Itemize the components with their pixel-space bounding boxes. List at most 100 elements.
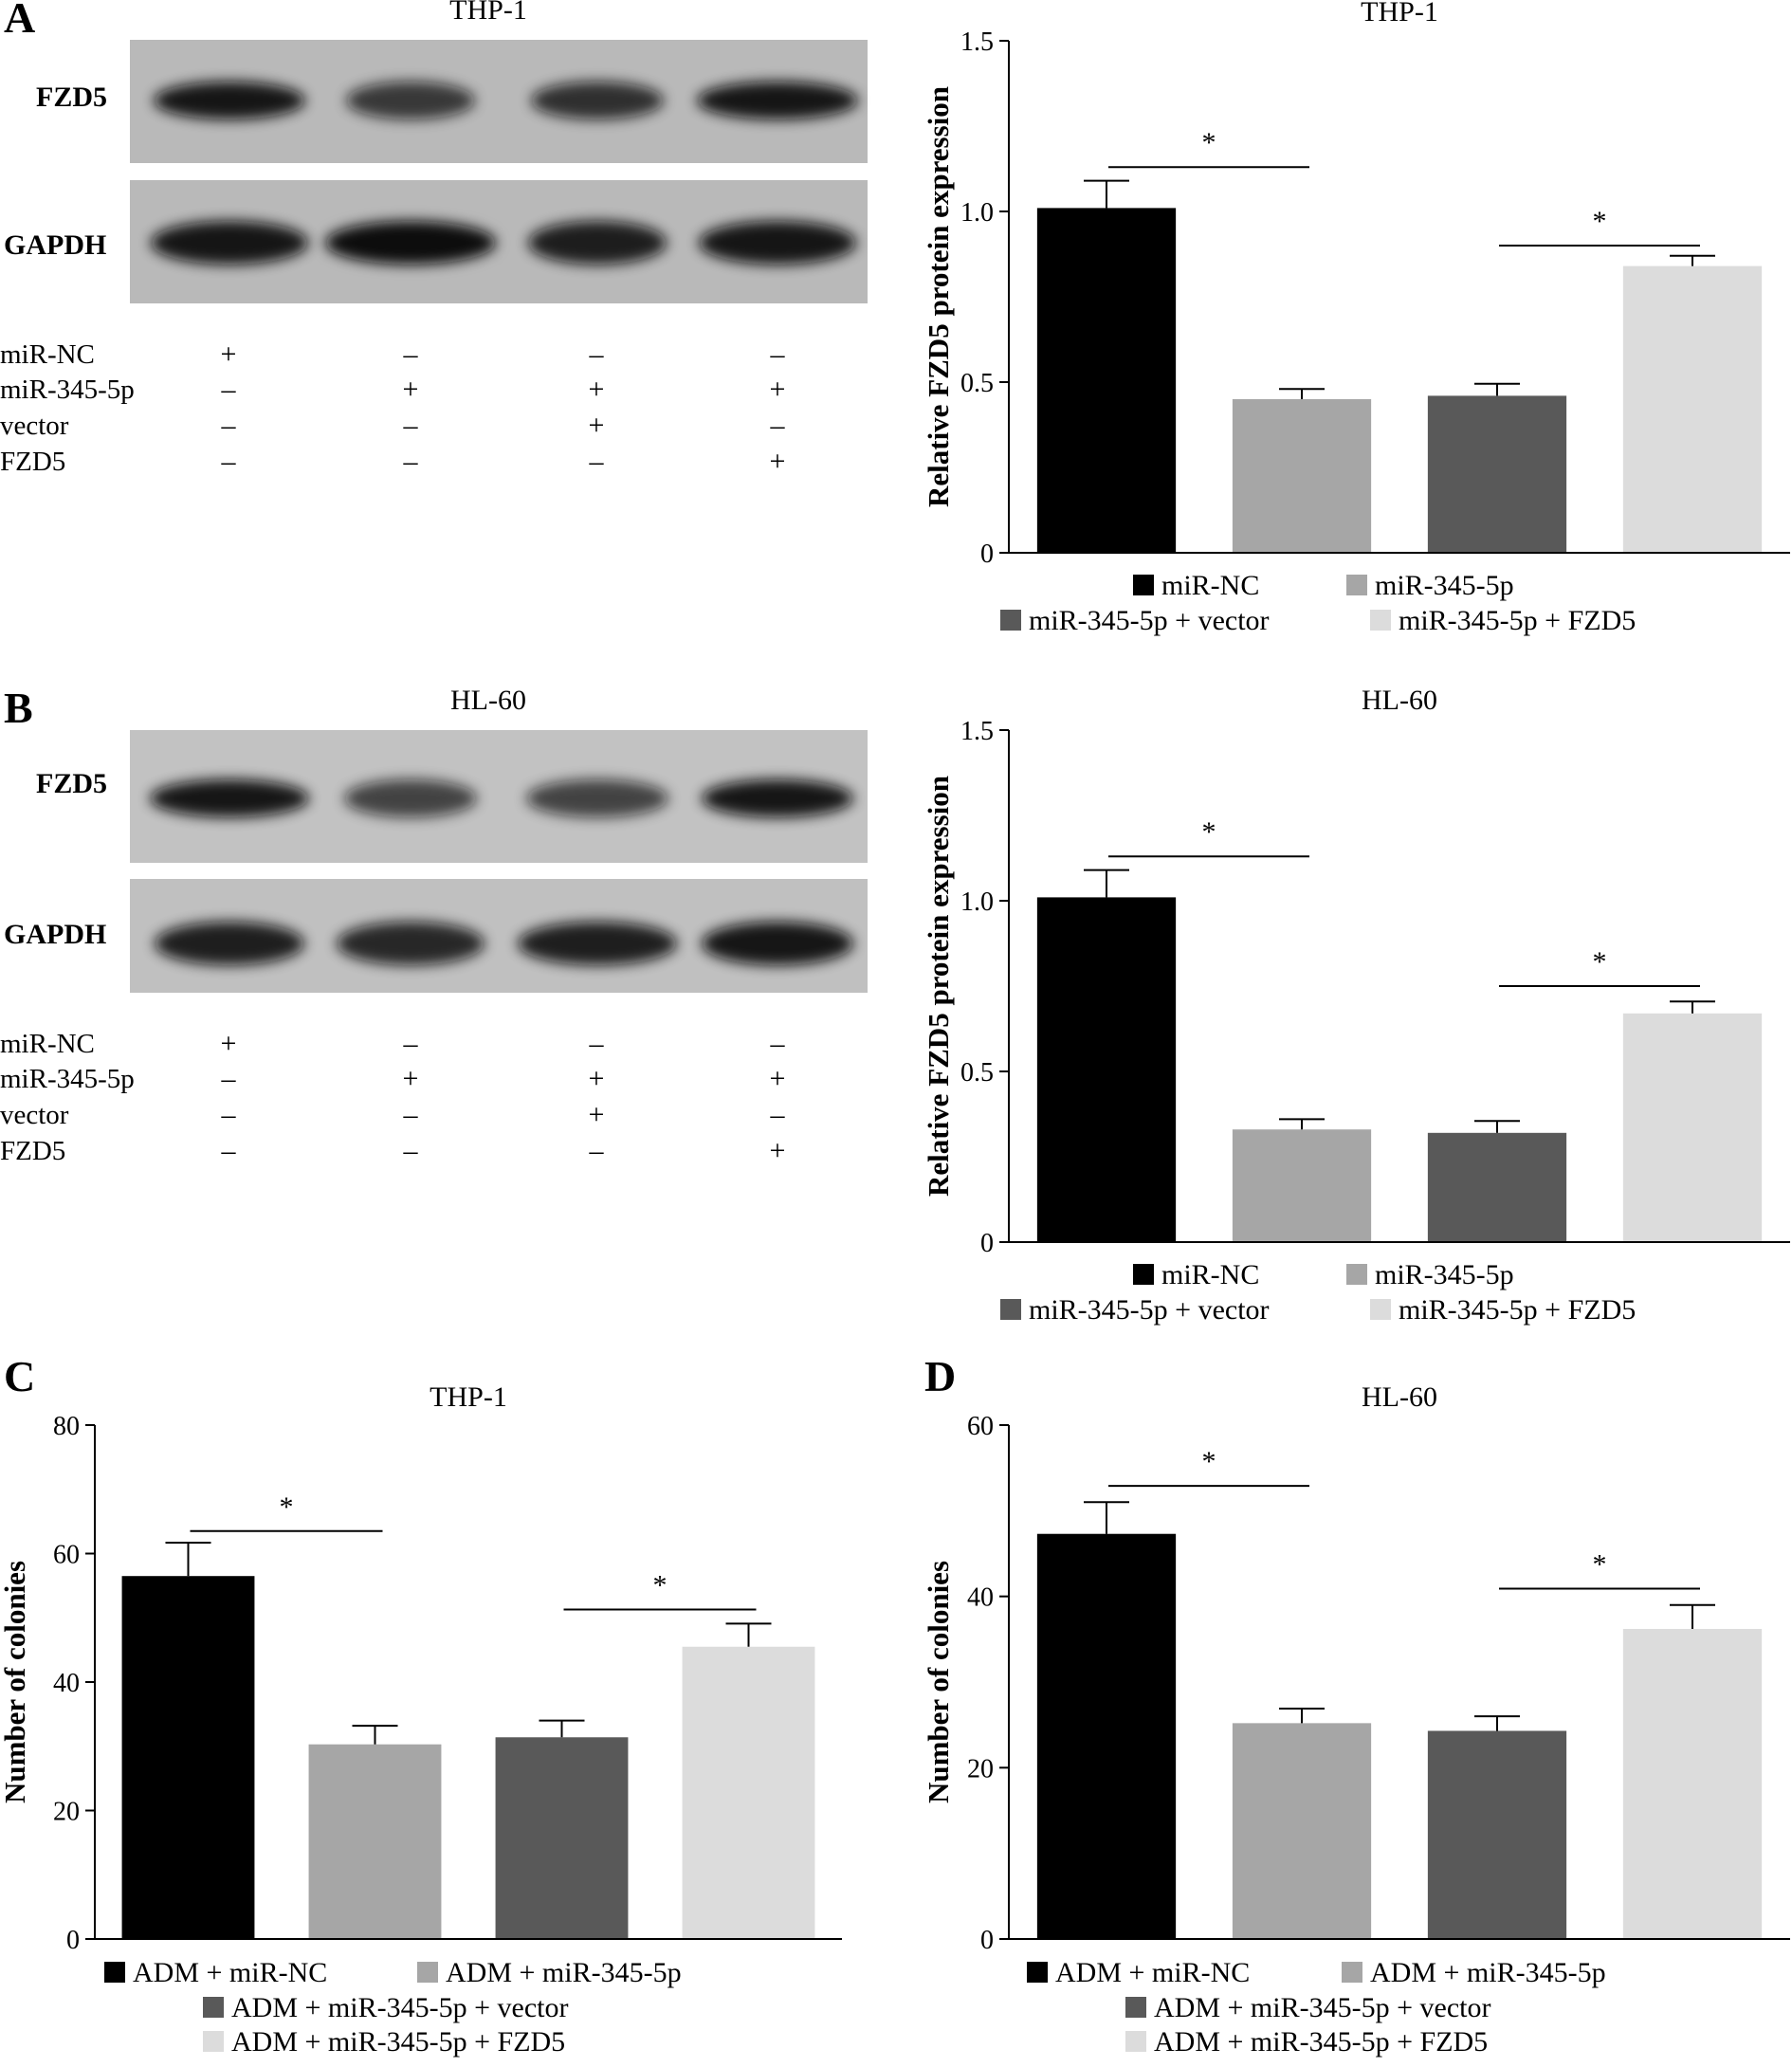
- band-fzd5: [346, 82, 475, 119]
- legend-swatch: [1125, 2031, 1146, 2052]
- legend-swatch: [1346, 1264, 1367, 1285]
- y-tick-label: 80: [53, 1412, 80, 1441]
- sign-cell: +: [770, 1135, 786, 1166]
- legend-swatch: [1000, 610, 1021, 631]
- chart-title: THP-1: [1361, 0, 1438, 27]
- legend-swatch: [1000, 1299, 1021, 1320]
- bar: [1232, 1723, 1372, 1939]
- sign-cell: +: [589, 410, 605, 441]
- band-label-gapdh: GAPDH: [4, 229, 106, 261]
- y-tick-label: 0: [66, 1926, 80, 1955]
- panel-letter-c: C: [4, 1352, 35, 1400]
- bar-chart-b-hl60: HL-60 Relative FZD5 protein expression 0 0.…: [922, 685, 1790, 1326]
- sign-cell: –: [403, 1135, 419, 1166]
- bar: [308, 1744, 442, 1939]
- legend-label: ADM + miR-NC: [133, 1957, 327, 1988]
- sign-cell: –: [770, 1099, 786, 1130]
- row-label-mir-nc: miR-NC: [0, 339, 95, 370]
- y-axis-label: Relative FZD5 protein expression: [922, 776, 955, 1197]
- bar: [1622, 265, 1763, 553]
- band-gapdh: [325, 221, 496, 265]
- y-tick-label: 1.0: [960, 198, 994, 228]
- legend-swatch: [1133, 1264, 1154, 1285]
- bar: [1232, 399, 1372, 553]
- y-tick-label: 60: [967, 1412, 994, 1441]
- sign-cell: +: [589, 374, 605, 405]
- y-axis-label: Number of colonies: [0, 1561, 31, 1803]
- legend-label: miR-345-5p + vector: [1029, 605, 1270, 636]
- band-gapdh: [155, 922, 304, 965]
- y-tick-label: 1.5: [960, 27, 994, 57]
- y-tick-label: 0.5: [960, 369, 994, 398]
- sign-cell: –: [589, 446, 605, 477]
- row-label-fzd5: FZD5: [0, 447, 65, 477]
- blot-title: THP-1: [449, 0, 527, 26]
- significance-star: *: [1593, 206, 1607, 237]
- y-tick-label: 20: [967, 1754, 994, 1783]
- band-gapdh: [337, 922, 485, 965]
- band-fzd5: [702, 779, 853, 817]
- legend-label: miR-345-5p: [1375, 570, 1514, 601]
- legend-swatch: [1342, 1962, 1362, 1983]
- legend-label: miR-NC: [1161, 570, 1259, 601]
- western-blot-thp1: THP-1 FZD5 GAPDH miR-NC miR-345-5p vecto…: [0, 0, 868, 477]
- bar: [1427, 1132, 1567, 1242]
- sign-cell: –: [403, 446, 419, 477]
- panel-letter-d: D: [924, 1352, 956, 1400]
- sign-cell: +: [221, 338, 237, 370]
- sign-cell: –: [403, 338, 419, 370]
- chart-title: HL-60: [1362, 685, 1437, 716]
- significance-star: *: [1593, 946, 1607, 978]
- legend-label: ADM + miR-345-5p + vector: [1154, 1992, 1490, 2023]
- band-fzd5: [150, 779, 309, 817]
- legend-label: miR-345-5p + FZD5: [1399, 1294, 1636, 1326]
- y-tick-label: 40: [53, 1669, 80, 1698]
- band-gapdh: [699, 221, 856, 265]
- legend-swatch: [1133, 575, 1154, 595]
- bar: [495, 1737, 629, 1939]
- bar-chart-c-thp1: THP-1 Number of colonies 0 20 40 60 80 * * ADM + …: [0, 1381, 842, 2058]
- y-tick-label: 0: [980, 1229, 994, 1258]
- band-fzd5: [154, 82, 305, 119]
- sign-cell: –: [403, 1099, 419, 1130]
- legend-swatch: [1370, 610, 1391, 631]
- bar: [1036, 1533, 1177, 1939]
- significance-star: *: [1593, 1549, 1607, 1581]
- sign-cell: +: [589, 1063, 605, 1094]
- sign-cell: –: [221, 446, 237, 477]
- band-fzd5: [531, 82, 664, 119]
- sign-cell: –: [221, 374, 237, 405]
- y-axis-label: Number of colonies: [922, 1561, 955, 1803]
- western-blot-hl60: HL-60 FZD5 GAPDH miR-NC miR-345-5p vecto…: [0, 685, 868, 1166]
- row-label-mir-nc: miR-NC: [0, 1029, 95, 1059]
- legend-label: ADM + miR-345-5p + FZD5: [1154, 2026, 1488, 2058]
- y-axis-label: Relative FZD5 protein expression: [922, 86, 955, 507]
- sign-cell: –: [770, 410, 786, 441]
- sign-cell: –: [221, 410, 237, 441]
- legend-label: ADM + miR-345-5p: [446, 1957, 682, 1988]
- bar-chart-a-thp1: THP-1 Relative FZD5 protein expression 0 0.…: [922, 0, 1790, 636]
- row-label-mir-345-5p: miR-345-5p: [0, 375, 135, 405]
- panel-letter-a: A: [4, 0, 35, 42]
- bar: [1622, 1013, 1763, 1242]
- band-fzd5: [526, 779, 668, 817]
- bar: [121, 1576, 255, 1939]
- sign-cell: –: [221, 1063, 237, 1094]
- significance-star: *: [653, 1569, 667, 1601]
- significance-star: *: [1202, 127, 1216, 158]
- y-tick-label: 60: [53, 1541, 80, 1570]
- y-tick-label: 0: [980, 1926, 994, 1955]
- legend-label: ADM + miR-345-5p + FZD5: [231, 2026, 565, 2058]
- sign-cell: –: [403, 1028, 419, 1059]
- y-tick-label: 20: [53, 1798, 80, 1827]
- legend-label: ADM + miR-NC: [1055, 1957, 1250, 1988]
- bar-chart-d-hl60: HL-60 Number of colonies 0 20 40 60 * * ADM + mi…: [922, 1381, 1790, 2058]
- legend-label: ADM + miR-345-5p: [1370, 1957, 1606, 1988]
- band-label-fzd5: FZD5: [36, 82, 107, 113]
- legend-label: miR-345-5p + FZD5: [1399, 605, 1636, 636]
- sign-cell: +: [770, 1063, 786, 1094]
- bar: [1427, 1730, 1567, 1939]
- chart-title: HL-60: [1362, 1381, 1437, 1413]
- row-label-fzd5: FZD5: [0, 1136, 65, 1166]
